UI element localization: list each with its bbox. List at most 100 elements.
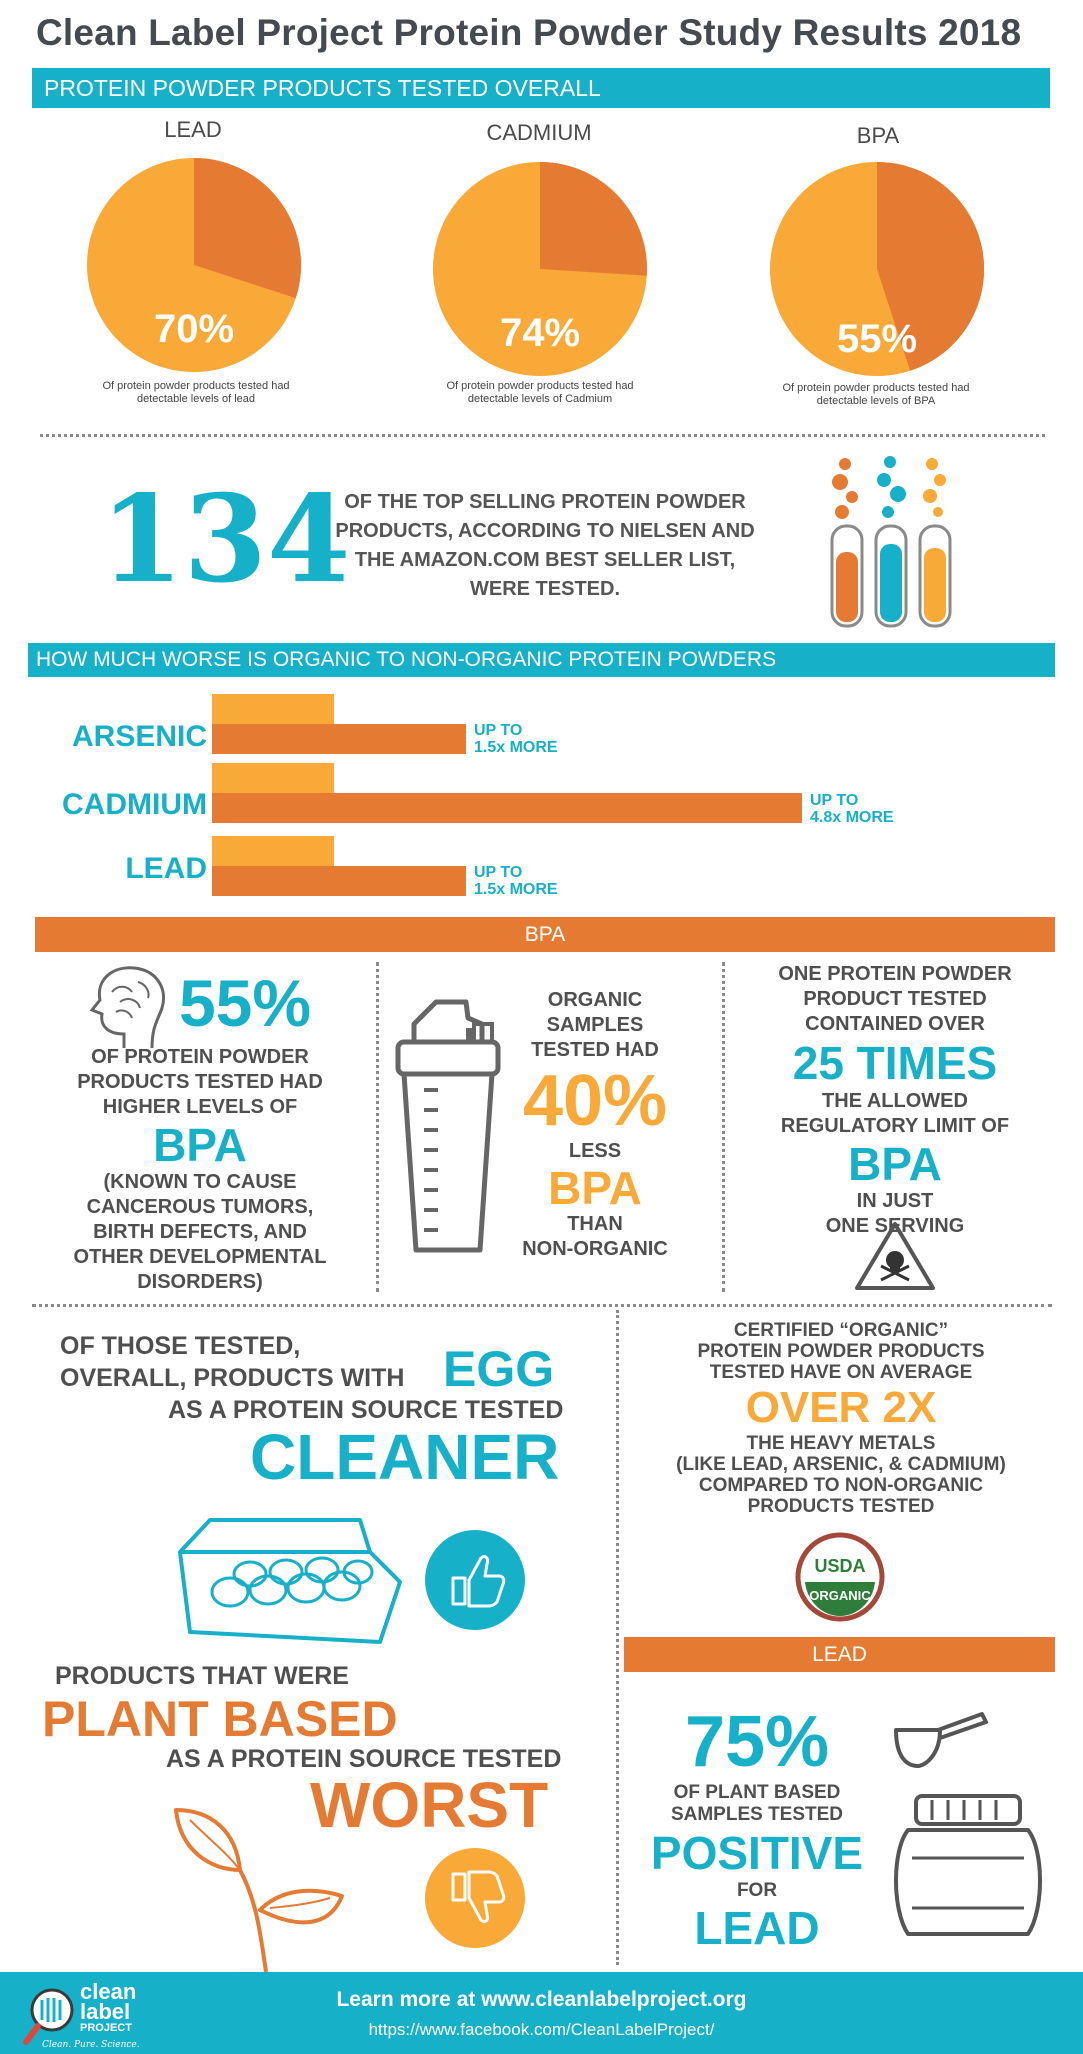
pie-bpa-slice [877,162,984,371]
pie-bpa-percent: 55% [837,317,917,361]
lead-text: 75% OF PLANT BASED SAMPLES TESTED POSITI… [632,1702,882,1954]
bpa-col3-line6: IN JUST [856,1190,934,1212]
divider-col-1 [376,962,379,1292]
page-title: Clean Label Project Protein Powder Study… [36,12,1022,53]
bar-lead-note: UP TO 1.5x MORE [474,864,558,898]
usda-organic-seal-icon: USDA ORGANIC [795,1532,885,1622]
pie-cadmium-slice [540,162,647,276]
lead-for: FOR [736,1880,778,1901]
thumbs-down-icon [425,1848,525,1948]
pie-bpa-label: BPA [856,123,900,148]
scoop-icon [894,1712,988,1768]
egg-line1: OF THOSE TESTED, [60,1332,301,1360]
organic-line2: PROTEIN POWDER PRODUCTS [697,1341,985,1362]
bpa-col2-text: ORGANIC SAMPLES TESTED HAD 40% LESS BPA … [500,988,690,1262]
organic-line7: PRODUCTS TESTED [747,1496,935,1517]
bar-cadmium-label: CADMIUM [62,788,207,821]
lead-lead: LEAD [694,1902,820,1954]
bpa-col3-line3: CONTAINED OVER [805,1013,985,1035]
bar-lead-organic [212,866,466,896]
pie-lead-percent: 70% [154,307,234,351]
bar-lead-note-top: UP TO [474,864,523,881]
bar-cadmium-note-top: UP TO [810,792,859,809]
bar-arsenic-label: ARSENIC [71,720,207,753]
organic-line3: TESTED HAVE ON AVERAGE [709,1362,973,1383]
footer-learn-link[interactable]: Learn more at www.cleanlabelproject.org [336,1988,747,2011]
section-header-organic: HOW MUCH WORSE IS ORGANIC TO NON-ORGANIC… [28,643,1055,677]
section-header-overall: PROTEIN POWDER PRODUCTS TESTED OVERALL [32,68,1050,108]
bar-arsenic-note: UP TO 1.5x MORE [474,722,558,756]
bar-cadmium-organic [212,793,802,823]
bpa-col1-line3: HIGHER LEVELS OF [102,1096,298,1118]
bpa-col1-bpa: BPA [153,1119,247,1171]
organic-over: OVER 2X [745,1383,937,1432]
bpa-col3-line4: THE ALLOWED [822,1090,968,1112]
section-header-lead-label: LEAD [812,1642,867,1666]
egg-line3: AS A PROTEIN SOURCE TESTED [168,1396,564,1424]
bar-arsenic-note-bottom: 1.5x MORE [474,739,558,756]
section-header-bpa-label: BPA [524,922,566,946]
bpa-col1-note3: BIRTH DEFECTS, AND [93,1221,307,1243]
organic-line6: COMPARED TO NON-ORGANIC [698,1475,984,1496]
shaker-bottle-icon [395,999,501,1253]
bar-arsenic-nonorganic [212,694,334,724]
organic-line5: (LIKE LEAD, ARSENIC, & CADMIUM) [676,1454,1006,1475]
divider-col-2 [722,962,725,1292]
section-header-organic-label: HOW MUCH WORSE IS ORGANIC TO NON-ORGANIC… [36,648,777,671]
plant-worst: WORST [310,1769,549,1841]
egg-cleaner: CLEANER [250,1421,560,1493]
section-header-bpa: BPA [35,917,1055,952]
bar-lead-note-bottom: 1.5x MORE [474,881,558,898]
pie-cadmium: 74% [433,162,647,376]
bpa-col2-pct: 40% [522,1061,668,1141]
bpa-col3-line2: PRODUCT TESTED [803,988,987,1010]
bpa-col2-bpa: BPA [548,1162,642,1214]
footer-facebook-link[interactable]: https://www.facebook.com/CleanLabelProje… [368,2020,715,2039]
lead-positive: POSITIVE [650,1827,864,1879]
pie-bpa-caption: Of protein powder products tested had de… [782,382,970,407]
egg-carton-icon [178,1518,402,1644]
organic-text: CERTIFIED “ORGANIC” PROTEIN POWDER PRODU… [632,1320,1050,1517]
divider-col-3 [616,1310,619,1965]
bpa-col2-non: NON-ORGANIC [522,1238,668,1260]
bar-lead-nonorganic [212,836,334,866]
products-count-text: OF THE TOP SELLING PROTEIN POWDER PRODUC… [335,491,755,600]
bpa-col2-than: THAN [567,1213,623,1235]
bpa-col1-text: OF PROTEIN POWDER PRODUCTS TESTED HAD HI… [50,1045,350,1295]
bpa-col3-times: 25 TIMES [792,1037,998,1089]
bpa-col2-less: LESS [568,1140,622,1162]
egg-line2: OVERALL, PRODUCTS WITH [60,1364,405,1392]
magnifier-logo-icon [23,1988,74,2045]
bpa-col1-line1: OF PROTEIN POWDER [91,1046,309,1068]
bpa-col3-line5: REGULATORY LIMIT OF [780,1115,1010,1137]
lead-line2: SAMPLES TESTED [670,1804,844,1825]
bar-cadmium-note: UP TO 4.8x MORE [810,792,894,826]
plant-line2: AS A PROTEIN SOURCE TESTED [166,1745,562,1773]
plant-word: PLANT BASED [42,1691,398,1747]
organic-line1: CERTIFIED “ORGANIC” [733,1320,949,1341]
bar-arsenic-note-top: UP TO [474,722,523,739]
pie-cadmium-percent: 74% [500,311,580,355]
usda-seal-bottom: ORGANIC [809,1588,871,1603]
section-header-lead: LEAD [624,1637,1055,1672]
bpa-col1-note5: DISORDERS) [137,1271,263,1293]
divider-2 [32,1304,1052,1307]
logo-line3: PROJECT [80,2022,132,2034]
bpa-col2-line2: SAMPLES [546,1014,644,1036]
bpa-col1-note4: OTHER DEVELOPMENTAL [73,1246,327,1268]
test-tubes-icon [830,456,952,628]
divider-1 [40,434,1045,437]
section-header-overall-label: PROTEIN POWDER PRODUCTS TESTED OVERALL [44,74,601,101]
logo-line2: label [80,1999,131,2024]
usda-seal-top: USDA [814,1556,865,1576]
pie-cadmium-caption: Of protein powder products tested had de… [446,380,634,405]
pie-lead: 70% [87,158,301,372]
bar-cadmium-note-bottom: 4.8x MORE [810,809,894,826]
pie-bpa: 55% [770,162,984,376]
skull-warning-icon [855,1222,935,1290]
bpa-col1-pct: 55% [178,966,312,1040]
lead-line1: OF PLANT BASED [673,1782,841,1803]
logo-tagline: Clean. Pure. Science. [42,2040,140,2050]
bpa-col3-text: ONE PROTEIN POWDER PRODUCT TESTED CONTAI… [735,962,1055,1239]
pie-lead-label: LEAD [164,117,222,142]
